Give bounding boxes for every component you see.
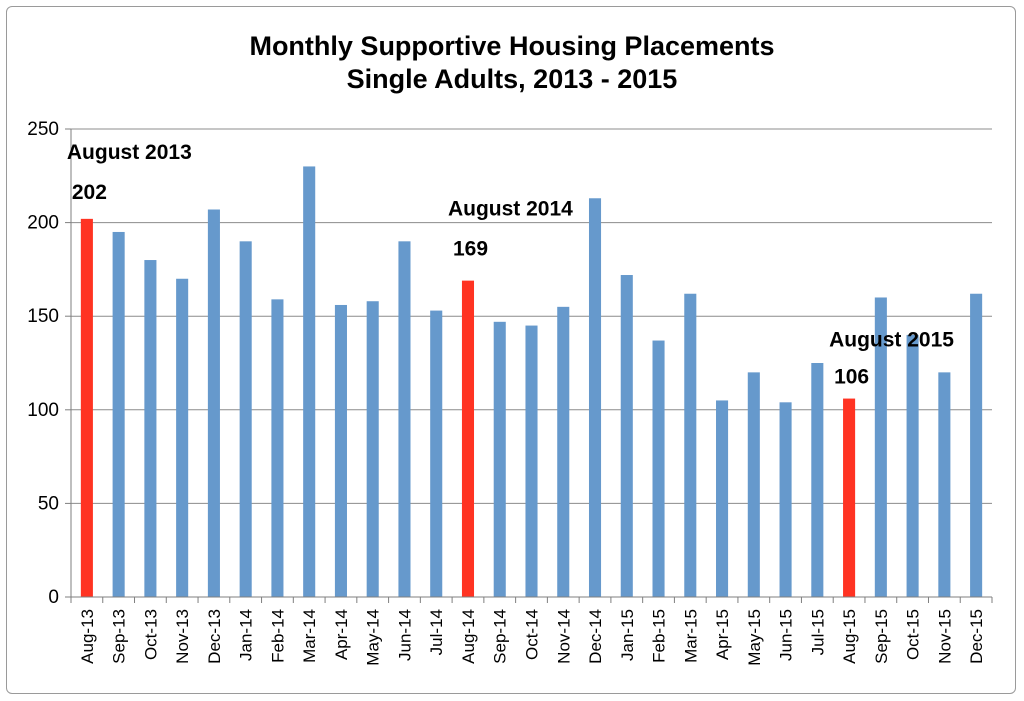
bar-aug-13 <box>80 218 93 597</box>
bar-jun-14 <box>398 241 411 597</box>
x-tick-label: Aug-15 <box>840 609 859 664</box>
x-tick-label: Dec-14 <box>586 609 605 664</box>
x-tick-label: Aug-13 <box>78 609 97 664</box>
bar-apr-15 <box>716 400 729 597</box>
annotation-value: 106 <box>834 366 869 389</box>
bar-nov-14 <box>557 306 570 597</box>
x-tick-label: Jan-14 <box>237 609 256 661</box>
bar-nov-15 <box>938 372 951 597</box>
x-tick-label: Feb-15 <box>650 609 669 663</box>
bar-aug-14 <box>461 280 475 597</box>
annotation-value: 169 <box>453 238 488 261</box>
y-tick-label: 50 <box>38 493 59 514</box>
chart-title-line-1: Monthly Supportive Housing Placements <box>249 31 774 61</box>
x-tick-label: Sep-15 <box>872 609 891 664</box>
bars <box>80 166 983 597</box>
bar-jun-15 <box>779 402 792 597</box>
bar-mar-15 <box>684 293 697 597</box>
bar-jul-15 <box>811 363 824 597</box>
bar-apr-14 <box>334 304 347 597</box>
bar-feb-15 <box>652 340 665 597</box>
bar-jan-15 <box>620 275 633 597</box>
bar-jul-14 <box>430 310 443 597</box>
x-tick-label: Sep-13 <box>110 609 129 664</box>
x-tick-label: Oct-15 <box>904 609 923 660</box>
bar-oct-15 <box>906 334 919 597</box>
x-tick-label: Apr-15 <box>713 609 732 660</box>
x-tick-label: Dec-13 <box>205 609 224 664</box>
axes <box>70 129 992 598</box>
x-tick-label: Oct-13 <box>141 609 160 660</box>
x-tick-label: Jun-15 <box>777 609 796 661</box>
bar-may-15 <box>747 372 760 597</box>
x-axis-ticks: Aug-13 Sep-13 Oct-13 Nov-13 Dec-13 Jan-14 Feb-… <box>70 597 993 666</box>
bar-sep-15 <box>874 297 887 597</box>
bar-mar-14 <box>303 166 316 597</box>
y-tick-label: 200 <box>27 213 59 234</box>
y-tick-label: 0 <box>48 587 59 608</box>
annotation-value: 202 <box>72 181 107 204</box>
x-tick-label: Nov-15 <box>935 609 954 664</box>
bar-oct-13 <box>144 260 157 597</box>
x-tick-label: Aug-14 <box>459 609 478 664</box>
bar-may-14 <box>366 301 379 597</box>
chart-title-line-2: Single Adults, 2013 - 2015 <box>347 64 678 94</box>
x-tick-label: Apr-14 <box>332 609 351 660</box>
x-tick-label: Jun-14 <box>395 609 414 661</box>
bar-dec-15 <box>970 293 983 597</box>
bar-feb-14 <box>271 299 284 597</box>
annotation-label: August 2015 <box>829 329 954 352</box>
x-tick-label: Mar-14 <box>300 609 319 663</box>
x-tick-label: Oct-14 <box>523 609 542 660</box>
annotation-label: August 2014 <box>448 198 573 221</box>
bar-sep-13 <box>112 231 125 597</box>
x-tick-label: Jan-15 <box>618 609 637 661</box>
bar-dec-14 <box>588 198 602 597</box>
annotations: August 2013 202 August 2014 169 August 2015 1… <box>67 141 954 389</box>
y-tick-label: 250 <box>27 119 59 140</box>
y-axis-ticks: 0 50 100 150 200 250 <box>27 119 71 608</box>
y-tick-label: 100 <box>27 400 59 421</box>
x-tick-label: Nov-14 <box>554 609 573 664</box>
x-tick-label: May-14 <box>364 609 383 666</box>
x-tick-label: Dec-15 <box>967 609 986 664</box>
bar-nov-13 <box>176 278 189 597</box>
x-tick-label: Jul-14 <box>427 609 446 655</box>
bar-jan-14 <box>239 241 252 597</box>
bar-oct-14 <box>525 325 538 597</box>
x-tick-label: Jul-15 <box>808 609 827 655</box>
x-tick-label: Mar-15 <box>681 609 700 663</box>
bar-sep-14 <box>493 321 506 597</box>
x-tick-label: May-15 <box>745 609 764 666</box>
bar-dec-13 <box>207 209 220 597</box>
annotation-label: August 2013 <box>67 141 192 164</box>
x-tick-label: Feb-14 <box>268 609 287 663</box>
x-tick-label: Sep-14 <box>491 609 510 664</box>
x-tick-label: Nov-13 <box>173 609 192 664</box>
bar-aug-15 <box>843 398 856 597</box>
y-tick-label: 150 <box>27 306 59 327</box>
